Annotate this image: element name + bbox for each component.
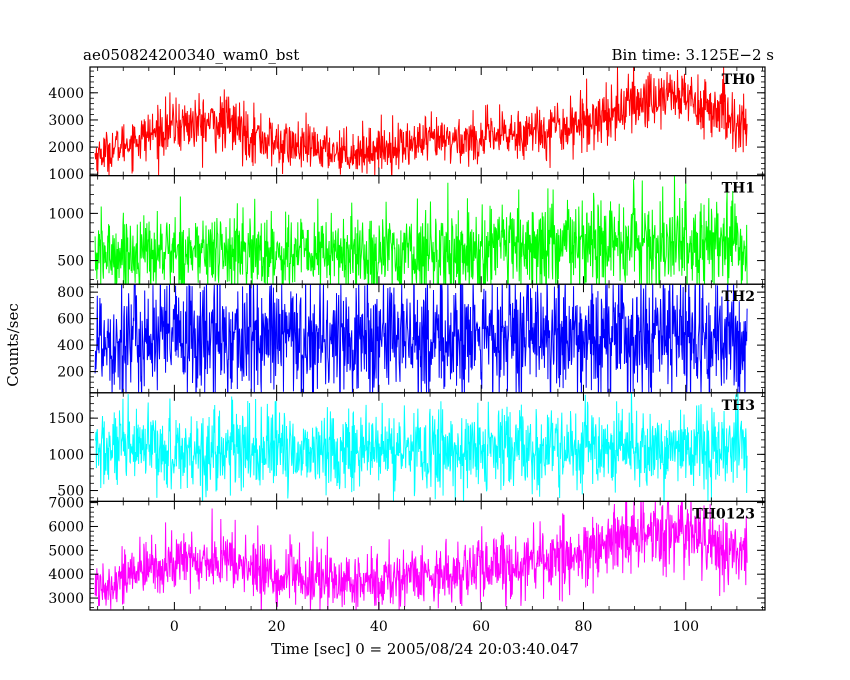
panel-th1: 500 1000 TH1: [48, 175, 766, 285]
panel-frame: [89, 500, 766, 611]
x-tick-label: 100: [672, 619, 699, 635]
y-tick-label: 400: [57, 338, 84, 354]
panel-th0: 1000 2000 3000 4000 TH0: [48, 66, 766, 183]
y-tick-label: 1000: [48, 206, 84, 222]
legend-label-th2: TH2: [722, 289, 755, 305]
legend-label-th1: TH1: [722, 181, 755, 197]
x-tick-label: 40: [370, 619, 388, 635]
panel-th3: 500 1000 1500 TH3: [48, 392, 766, 502]
y-tick-label: 500: [57, 484, 84, 500]
panel-th0123: 3000 4000 5000 6000 7000 TH0123: [48, 496, 766, 611]
y-tick-label: 2000: [48, 140, 84, 156]
panels: 1000200030004000TH05001000TH120040060080…: [48, 66, 766, 635]
y-tick-label: 4000: [48, 86, 84, 102]
series-line-th0123: [94, 501, 748, 610]
y-tick-label: 6000: [48, 519, 84, 535]
y-tick-label: 600: [57, 312, 84, 328]
legend-label-th0: TH0: [722, 72, 756, 88]
y-tick-label: 800: [57, 285, 84, 301]
series-line-th1: [94, 175, 748, 285]
y-tick-label: 3000: [48, 113, 84, 129]
x-axis-label: Time [sec] 0 = 2005/08/24 20:03:40.047: [271, 640, 579, 658]
y-tick-label: 4000: [48, 567, 84, 583]
y-tick-label: 1000: [48, 167, 84, 183]
legend-label-th3: TH3: [722, 398, 755, 414]
y-tick-label: 1000: [48, 447, 84, 463]
legend-label-th0123: TH0123: [692, 506, 755, 522]
y-axis-label: Counts/sec: [4, 303, 22, 387]
y-tick-label: 3000: [48, 591, 84, 607]
y-tick-label: 5000: [48, 543, 84, 559]
x-tick-label: 0: [170, 619, 179, 635]
y-tick-label: 500: [57, 254, 84, 270]
chart-subtitle: Bin time: 3.125E−2 s: [612, 46, 774, 64]
panel-th2: 200 400 600 800 TH2: [57, 283, 766, 394]
y-tick-label: 1500: [48, 411, 84, 427]
x-tick-label: 60: [472, 619, 490, 635]
x-tick-label: 80: [575, 619, 593, 635]
chart-title: ae050824200340_wam0_bst: [83, 46, 299, 64]
series-line-th3: [94, 392, 748, 502]
y-tick-label: 200: [57, 365, 84, 381]
x-tick-label: 20: [268, 619, 286, 635]
series-line-th2: [94, 284, 748, 393]
series-line-th0: [94, 67, 748, 176]
y-tick-label: 7000: [48, 496, 84, 512]
